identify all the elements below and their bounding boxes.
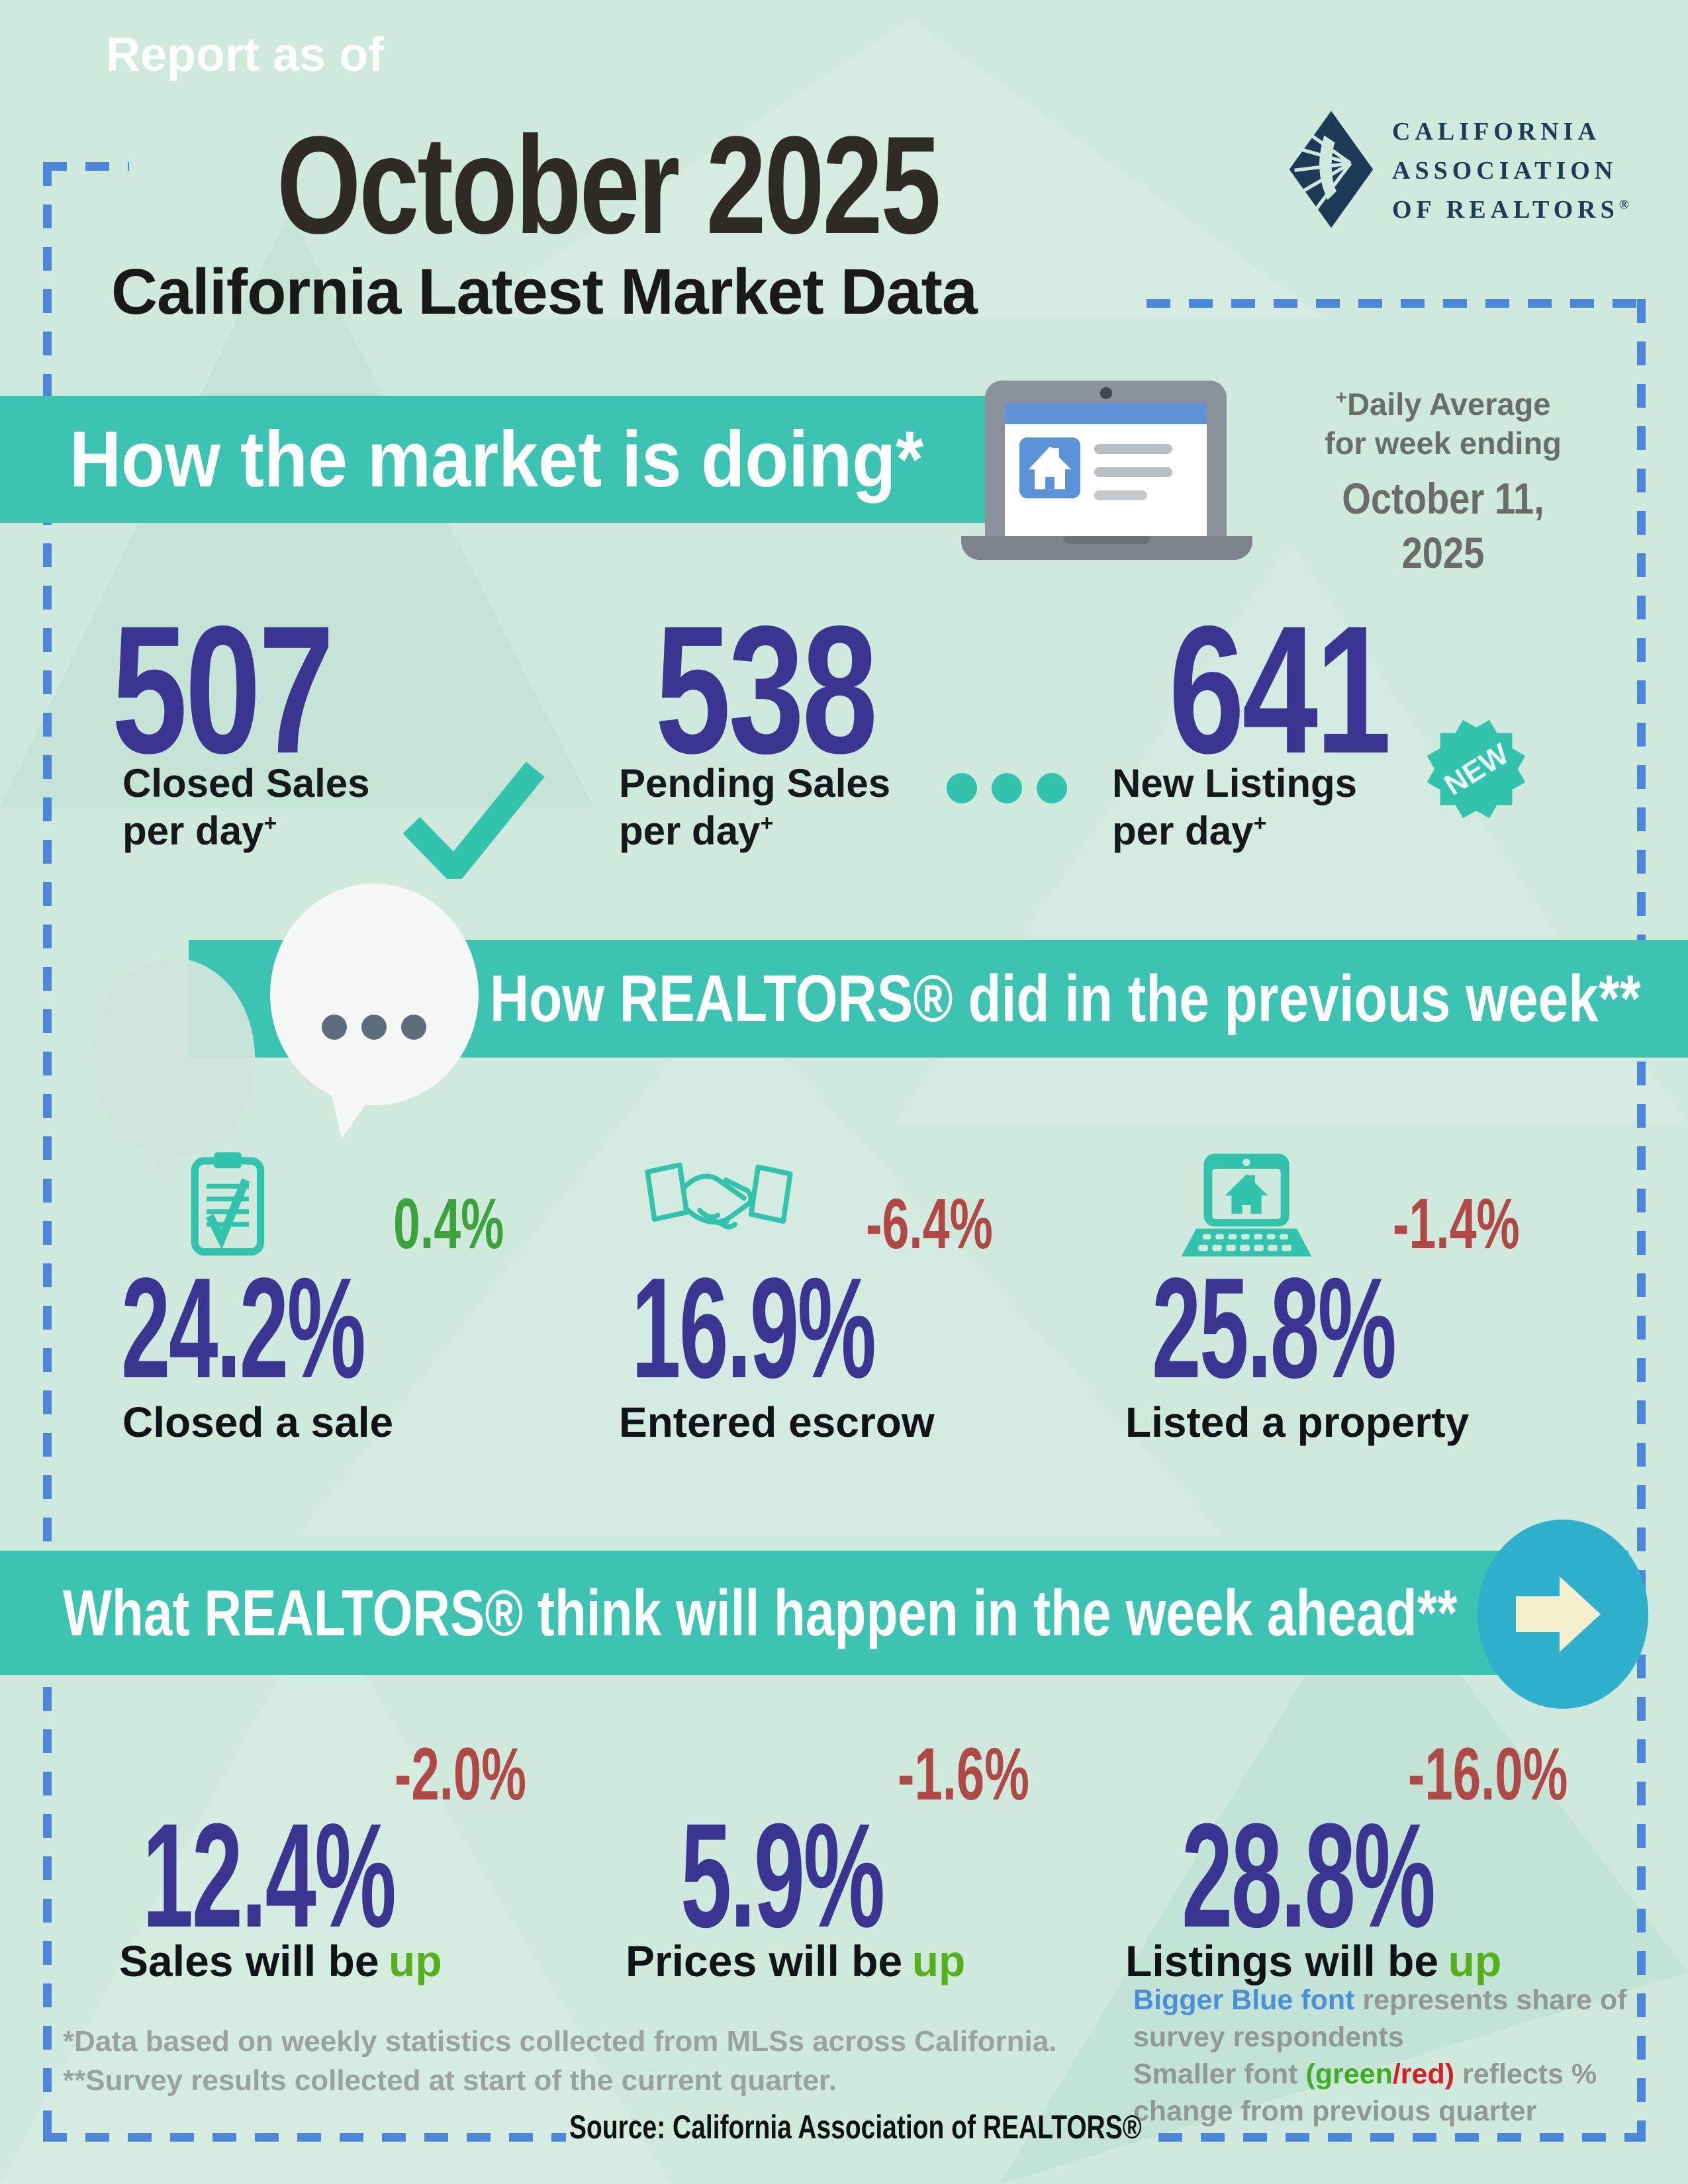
new-badge-icon: NEW	[1423, 716, 1529, 825]
prices-up-value: 5.9%	[680, 1793, 885, 1958]
speech-bubble-back	[93, 958, 255, 1157]
house-tile-icon	[1019, 437, 1080, 498]
closed-sales-label: Closed Sales per day+	[122, 761, 370, 853]
laptop-webcam-dot	[1100, 387, 1112, 399]
forward-arrow-icon	[1477, 1520, 1648, 1709]
banner-market-doing: How the market is doing*	[0, 396, 1028, 523]
laptop-house-icon	[1177, 1152, 1316, 1267]
prices-up-label: Prices will be up	[626, 1936, 966, 1985]
laptop-illustration-icon	[985, 381, 1227, 536]
listed-property-change: -1.4%	[1393, 1183, 1520, 1263]
listing-text-line	[1094, 467, 1172, 477]
sales-up-value: 12.4%	[142, 1793, 397, 1958]
banner-week-ahead: What REALTORS® think will happen in the …	[0, 1551, 1628, 1675]
listings-up-label: Listings will be up	[1125, 1936, 1502, 1985]
footnote-1: *Data based on weekly statistics collect…	[63, 2025, 1057, 2058]
listings-up-value: 28.8%	[1182, 1793, 1436, 1958]
listed-property-value: 25.8%	[1152, 1248, 1397, 1408]
page-subtitle: California Latest Market Data	[111, 255, 978, 328]
car-logo-icon	[1288, 109, 1375, 233]
dashed-border-bottom-right	[1158, 2133, 1646, 2142]
entered-escrow-value: 16.9%	[632, 1248, 876, 1408]
closed-sale-label: Closed a sale	[122, 1398, 394, 1446]
laptop-browser-bar	[1005, 403, 1207, 424]
pending-sales-value: 538	[655, 588, 878, 792]
listings-up-change: -16.0%	[1408, 1733, 1568, 1815]
laptop-hinge-notch	[1064, 536, 1150, 544]
source-attribution: Source: California Association of REALTO…	[569, 2109, 1142, 2146]
sales-up-label: Sales will be up	[119, 1936, 442, 1985]
daily-average-note: +Daily Average for week ending October 1…	[1271, 385, 1615, 580]
pending-sales-label: Pending Sales per day+	[619, 761, 891, 853]
report-as-of-label: Report as of	[106, 28, 385, 81]
dashed-border-top-left	[43, 162, 129, 171]
listed-property-label: Listed a property	[1125, 1398, 1470, 1446]
closed-sale-change: 0.4%	[393, 1183, 504, 1263]
listing-text-line	[1094, 490, 1147, 500]
handshake-icon	[643, 1160, 794, 1254]
sales-up-change: -2.0%	[395, 1733, 526, 1815]
laptop-base	[961, 536, 1252, 560]
legend: Bigger Blue font represents share of sur…	[1133, 1984, 1627, 2127]
checkmark-icon	[391, 760, 556, 887]
registered-mark: ®	[1618, 197, 1634, 212]
prices-up-change: -1.6%	[898, 1733, 1029, 1815]
entered-escrow-label: Entered escrow	[619, 1398, 935, 1446]
speech-bubble-tail	[328, 1079, 384, 1138]
dashed-border-right	[1637, 299, 1646, 2142]
new-listings-label: New Listings per day+	[1112, 761, 1358, 853]
listing-text-line	[1094, 444, 1172, 454]
page-title: October 2025	[277, 107, 941, 263]
speech-bubble-back-tail	[136, 1135, 182, 1188]
car-logo-text: CALIFORNIA ASSOCIATION OF REALTORS®	[1392, 118, 1634, 224]
speech-bubble-icon	[270, 884, 479, 1105]
footnote-2: **Survey results collected at start of t…	[63, 2064, 837, 2097]
dashed-border-top-right	[1147, 299, 1646, 308]
clipboard-icon	[191, 1150, 265, 1259]
dashed-border-bottom-left	[43, 2133, 566, 2142]
new-listings-value: 641	[1168, 588, 1392, 792]
closed-sale-value: 24.2%	[121, 1248, 366, 1408]
footnotes: *Data based on weekly statistics collect…	[63, 2022, 1056, 2101]
laptop-screen	[1005, 403, 1207, 536]
closed-sales-value: 507	[111, 588, 335, 792]
week-ending-date: October 11, 2025	[1342, 473, 1544, 578]
car-logo: CALIFORNIA ASSOCIATION OF REALTORS®	[1288, 109, 1634, 233]
entered-escrow-change: -6.4%	[866, 1183, 993, 1263]
ellipsis-dots-icon	[947, 773, 1067, 803]
typing-dots-icon	[322, 1015, 426, 1040]
